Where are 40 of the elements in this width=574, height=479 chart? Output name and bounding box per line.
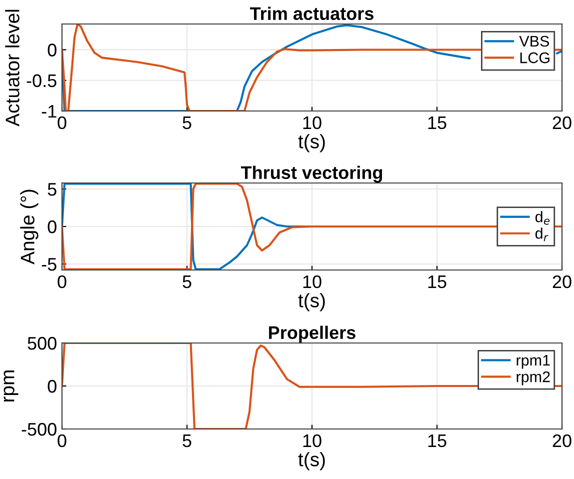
x-tick-label: 10 — [303, 434, 322, 448]
y-tick-label: -1 — [42, 105, 56, 118]
x-axis-title: t(s) — [298, 452, 325, 470]
legend-label: d$_{e}$ — [535, 211, 550, 225]
x-tick-label: 20 — [552, 434, 572, 448]
y-tick-label: -500 — [22, 422, 56, 436]
x-tick-label: 15 — [428, 434, 446, 448]
x-tick-label: 5 — [182, 434, 192, 448]
x-tick-label: 0 — [58, 434, 66, 448]
line-series — [62, 183, 562, 270]
y-tick-label: 0 — [48, 220, 56, 234]
x-tick-label: 10 — [303, 116, 322, 130]
x-tick-label: 20 — [552, 116, 572, 130]
x-axis-title: t(s) — [298, 134, 325, 152]
x-axis-title: t(s) — [298, 293, 325, 312]
x-tick-label: 15 — [428, 276, 446, 288]
x-tick-label: 0 — [58, 116, 66, 130]
y-tick-label: 500 — [28, 336, 56, 350]
x-tick-label: 10 — [303, 275, 322, 288]
x-tick-label: 20 — [552, 275, 572, 288]
y-tick-label: -0.5 — [26, 74, 56, 88]
legend-label: VBS — [519, 36, 549, 47]
y-tick-label: -5 — [42, 258, 56, 271]
y-tick-label: 0 — [48, 44, 56, 56]
x-tick-label: 5 — [182, 276, 192, 288]
y-axis-title: rpm — [4, 370, 18, 402]
legend-label: LCG — [520, 52, 550, 64]
y-axis-title: Actuator level — [5, 10, 20, 126]
legend-label: rpm1 — [516, 355, 550, 369]
chart-title: Thrust vectoring — [240, 166, 382, 183]
y-axis-title: Angle (°) — [20, 190, 38, 264]
x-tick-label: 15 — [428, 116, 446, 130]
chart-title: Trim actuators — [250, 6, 374, 20]
x-tick-label: 0 — [58, 275, 66, 288]
chart-title: Propellers — [269, 326, 356, 343]
legend-label: rpm2 — [516, 371, 550, 386]
x-tick-label: 5 — [182, 116, 192, 130]
y-tick-label: 5 — [48, 183, 56, 196]
y-tick-label: 0 — [48, 380, 56, 393]
legend-label: d$_{r}$ — [535, 228, 548, 242]
